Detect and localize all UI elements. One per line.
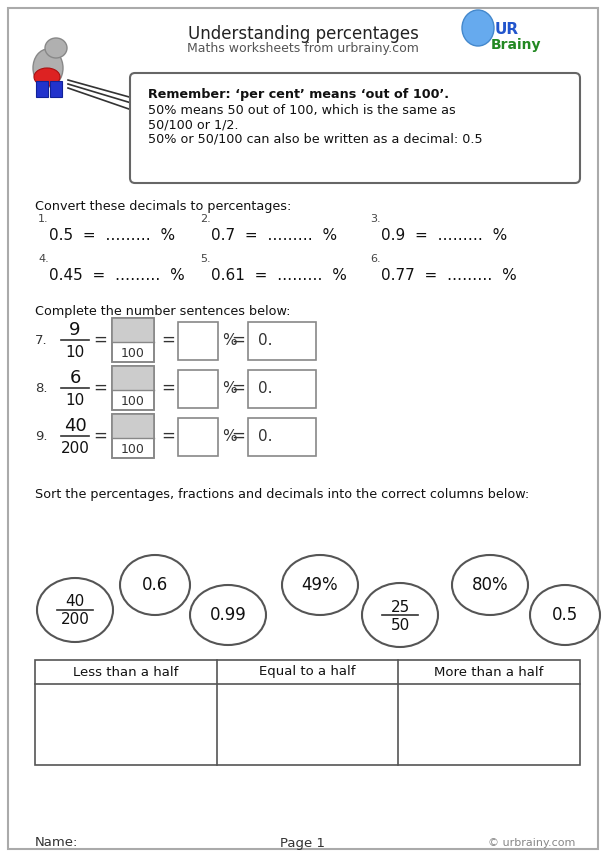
Ellipse shape — [45, 38, 67, 58]
Text: 0.6: 0.6 — [142, 576, 168, 594]
Text: =: = — [231, 427, 245, 445]
Ellipse shape — [33, 49, 63, 87]
Ellipse shape — [282, 555, 358, 615]
Text: 0.5  =  ………  %: 0.5 = ……… % — [49, 228, 175, 243]
Text: 200: 200 — [61, 613, 90, 627]
Ellipse shape — [37, 578, 113, 642]
Text: 3.: 3. — [370, 214, 381, 224]
Text: 10: 10 — [65, 393, 85, 407]
Text: 4.: 4. — [38, 254, 48, 264]
Bar — [112, 414, 154, 458]
Text: 50: 50 — [390, 618, 410, 632]
Text: 10: 10 — [65, 345, 85, 359]
Text: Complete the number sentences below:: Complete the number sentences below: — [35, 305, 290, 318]
Text: 40: 40 — [64, 417, 87, 435]
Ellipse shape — [190, 585, 266, 645]
Text: 0.99: 0.99 — [210, 606, 247, 624]
Bar — [112, 414, 154, 458]
Text: =: = — [161, 427, 175, 445]
Bar — [50, 81, 62, 97]
Text: 8.: 8. — [35, 381, 47, 394]
Text: 50% means 50 out of 100, which is the same as: 50% means 50 out of 100, which is the sa… — [148, 104, 456, 117]
Text: 0.: 0. — [258, 381, 273, 395]
Text: 9: 9 — [69, 321, 81, 339]
Text: =: = — [231, 379, 245, 397]
Text: =: = — [161, 379, 175, 397]
Text: UR: UR — [495, 22, 519, 37]
Text: 0.7  =  ………  %: 0.7 = ……… % — [211, 228, 337, 243]
Bar — [112, 318, 154, 362]
Bar — [178, 418, 218, 456]
Text: %: % — [222, 428, 236, 444]
Text: 200: 200 — [61, 440, 90, 456]
Text: 0.9  =  ………  %: 0.9 = ……… % — [381, 228, 507, 243]
Text: 49%: 49% — [302, 576, 338, 594]
Text: 100: 100 — [121, 443, 145, 456]
Text: %: % — [222, 333, 236, 347]
Bar — [35, 660, 580, 765]
Bar — [112, 366, 154, 410]
Text: 7.: 7. — [35, 333, 48, 346]
Ellipse shape — [362, 583, 438, 647]
Text: 100: 100 — [121, 395, 145, 408]
Ellipse shape — [530, 585, 600, 645]
Text: Brainy: Brainy — [491, 38, 542, 52]
Text: %: % — [222, 381, 236, 395]
Text: Remember: ‘per cent’ means ‘out of 100’.: Remember: ‘per cent’ means ‘out of 100’. — [148, 88, 449, 101]
Text: Name:: Name: — [35, 836, 78, 849]
Bar — [112, 414, 154, 438]
Text: 50/100 or 1/2.: 50/100 or 1/2. — [148, 118, 239, 131]
Text: 0.61  =  ………  %: 0.61 = ……… % — [211, 268, 347, 283]
Text: Equal to a half: Equal to a half — [259, 666, 356, 679]
Text: Understanding percentages: Understanding percentages — [188, 25, 418, 43]
Text: 25: 25 — [390, 600, 410, 614]
Text: =: = — [161, 331, 175, 349]
Text: Sort the percentages, fractions and decimals into the correct columns below:: Sort the percentages, fractions and deci… — [35, 488, 529, 501]
Text: 9.: 9. — [35, 429, 47, 442]
Bar — [178, 322, 218, 360]
Text: 50% or 50/100 can also be written as a decimal: 0.5: 50% or 50/100 can also be written as a d… — [148, 132, 482, 145]
Text: 0.77  =  ………  %: 0.77 = ……… % — [381, 268, 517, 283]
Text: More than a half: More than a half — [435, 666, 544, 679]
Text: =: = — [93, 427, 107, 445]
Text: =: = — [93, 331, 107, 349]
Ellipse shape — [452, 555, 528, 615]
Text: 5.: 5. — [200, 254, 211, 264]
Text: 0.: 0. — [258, 333, 273, 347]
Bar — [248, 418, 316, 456]
Text: 6: 6 — [69, 369, 81, 387]
Text: 1.: 1. — [38, 214, 48, 224]
Text: Less than a half: Less than a half — [73, 666, 179, 679]
Text: 2.: 2. — [200, 214, 211, 224]
Text: 80%: 80% — [471, 576, 508, 594]
Ellipse shape — [120, 555, 190, 615]
Bar — [112, 366, 154, 390]
Bar — [112, 366, 154, 410]
Text: Page 1: Page 1 — [281, 836, 325, 849]
Bar — [178, 370, 218, 408]
Bar — [112, 318, 154, 362]
Text: 0.: 0. — [258, 428, 273, 444]
Bar — [248, 370, 316, 408]
Text: 6.: 6. — [370, 254, 381, 264]
Bar — [248, 322, 316, 360]
FancyBboxPatch shape — [130, 73, 580, 183]
Text: Maths worksheets from urbrainy.com: Maths worksheets from urbrainy.com — [187, 42, 419, 55]
Ellipse shape — [462, 10, 494, 46]
Text: =: = — [93, 379, 107, 397]
Text: Convert these decimals to percentages:: Convert these decimals to percentages: — [35, 200, 291, 213]
Text: 0.5: 0.5 — [552, 606, 578, 624]
Bar — [36, 81, 48, 97]
Text: 100: 100 — [121, 347, 145, 360]
Text: © urbrainy.com: © urbrainy.com — [488, 838, 575, 848]
Ellipse shape — [34, 68, 60, 86]
Text: =: = — [231, 331, 245, 349]
Text: 40: 40 — [65, 595, 85, 609]
Text: 0.45  =  ………  %: 0.45 = ……… % — [49, 268, 185, 283]
Bar — [112, 318, 154, 342]
FancyBboxPatch shape — [8, 8, 598, 849]
